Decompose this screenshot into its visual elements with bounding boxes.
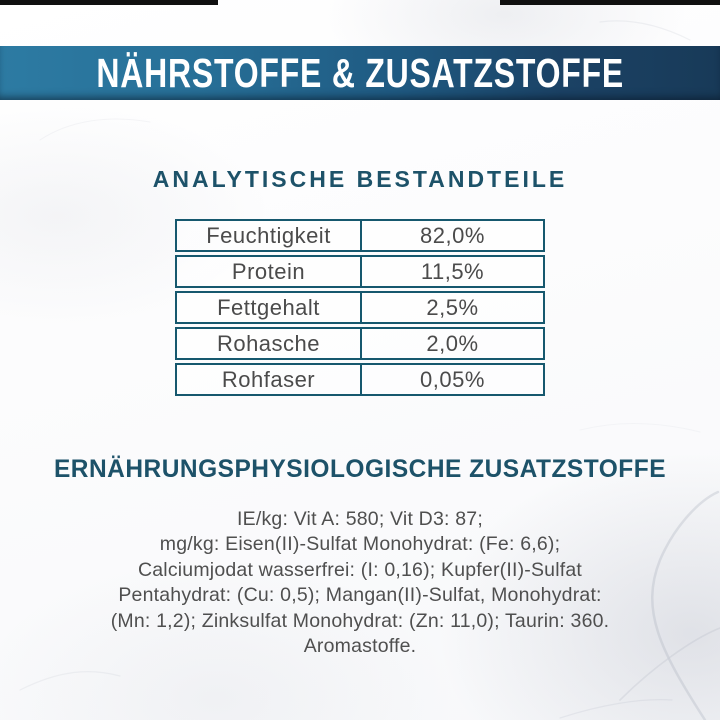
table-row: Fettgehalt 2,5%	[175, 291, 545, 324]
additives-line: Pentahydrat: (Cu: 0,5); Mangan(II)-Sulfa…	[118, 584, 602, 607]
title-banner: NÄHRSTOFFE & ZUSATZSTOFFE	[0, 46, 720, 100]
additives-line: (Mn: 1,2); Zinksulfat Monohydrat: (Zn: 1…	[110, 609, 610, 632]
table-row: Rohasche 2,0%	[175, 327, 545, 360]
photo-edge-mark-right	[500, 0, 720, 5]
row-value: 11,5%	[420, 258, 485, 284]
table-row: Rohfaser 0,05%	[175, 363, 545, 396]
row-value: 2,0%	[426, 330, 479, 356]
row-value: 2,5%	[426, 294, 479, 320]
additives-line: mg/kg: Eisen(II)-Sulfat Monohydrat: (Fe:…	[159, 533, 561, 556]
row-value: 82,0%	[420, 222, 485, 248]
row-label: Protein	[177, 257, 362, 286]
banner-title: NÄHRSTOFFE & ZUSATZSTOFFE	[96, 49, 624, 96]
row-label: Fettgehalt	[177, 293, 362, 322]
row-label: Rohasche	[177, 329, 362, 358]
analytical-heading: ANALYTISCHE BESTANDTEILE	[152, 166, 568, 192]
table-row: Feuchtigkeit 82,0%	[175, 219, 545, 252]
row-label: Feuchtigkeit	[177, 221, 362, 250]
analytical-table: Feuchtigkeit 82,0% Protein 11,5% Fettgeh…	[175, 219, 545, 396]
photo-edge-mark-left	[0, 0, 218, 5]
additives-line: Calciumjodat wasserfrei: (I: 0,16); Kupf…	[137, 558, 583, 581]
row-label: Rohfaser	[177, 365, 362, 394]
additives-line: IE/kg: Vit A: 580; Vit D3: 87;	[237, 508, 483, 530]
table-row: Protein 11,5%	[175, 255, 545, 288]
additives-heading: ERNÄHRUNGSPHYSIOLOGISCHE ZUSATZSTOFFE	[53, 455, 667, 483]
additives-line: Aromastoffe.	[303, 635, 417, 658]
row-value: 0,05%	[420, 366, 485, 392]
additives-paragraph: IE/kg: Vit A: 580; Vit D3: 87; mg/kg: Ei…	[0, 507, 720, 659]
